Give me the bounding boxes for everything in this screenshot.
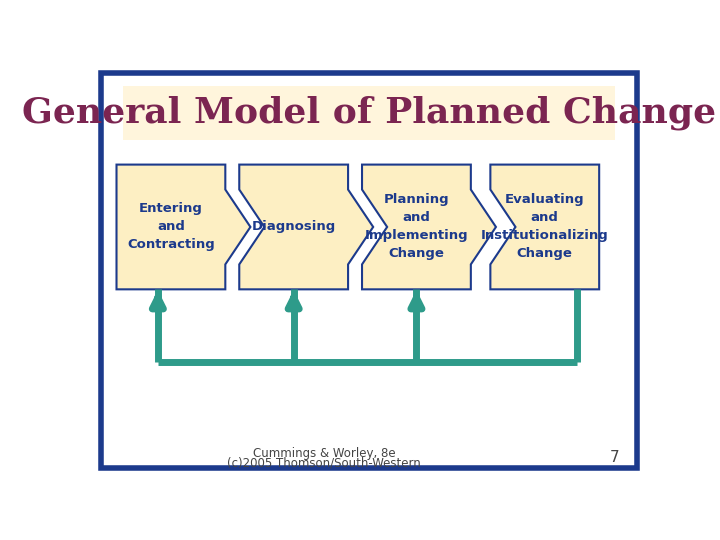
Text: Evaluating
and
Institutionalizing
Change: Evaluating and Institutionalizing Change	[481, 193, 608, 260]
Text: General Model of Planned Change: General Model of Planned Change	[22, 96, 716, 130]
Polygon shape	[490, 165, 599, 289]
Polygon shape	[117, 165, 251, 289]
Text: Cummings & Worley, 8e: Cummings & Worley, 8e	[253, 447, 396, 460]
Text: Planning
and
Implementing
Change: Planning and Implementing Change	[364, 193, 468, 260]
Text: Entering
and
Contracting: Entering and Contracting	[127, 202, 215, 252]
Polygon shape	[362, 165, 496, 289]
Text: 7: 7	[610, 450, 619, 465]
Polygon shape	[239, 165, 373, 289]
Text: Diagnosing: Diagnosing	[251, 220, 336, 233]
FancyBboxPatch shape	[101, 73, 637, 468]
Text: (c)2005 Thomson/South-Western: (c)2005 Thomson/South-Western	[228, 457, 421, 470]
FancyBboxPatch shape	[124, 85, 615, 140]
